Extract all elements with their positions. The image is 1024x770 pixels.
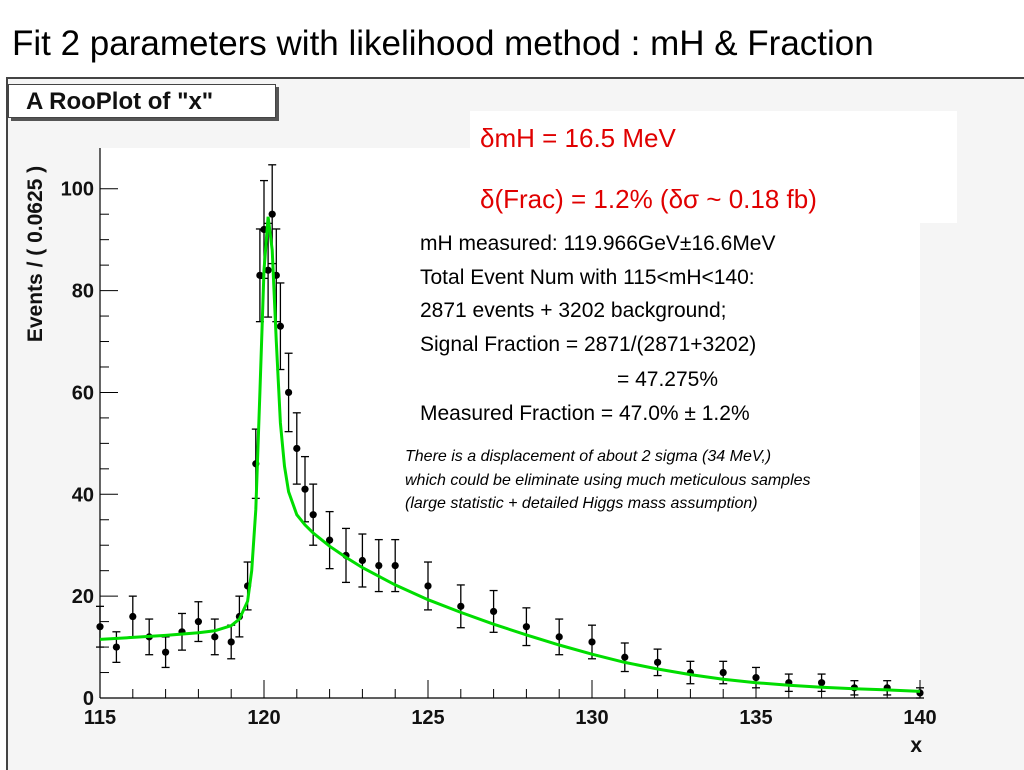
slide-title: Fit 2 parameters with likelihood method … <box>12 24 874 63</box>
info-line-total-events: Total Event Num with 115<mH<140: <box>420 266 755 289</box>
axes: 0 20 40 60 80 100 115 120 125 130 135 140 <box>61 148 937 729</box>
data-point <box>653 648 662 677</box>
data-point <box>424 561 432 611</box>
y-tick-label: 80 <box>72 281 94 303</box>
data-point <box>309 483 318 546</box>
data-marker <box>490 607 498 616</box>
data-marker <box>194 618 202 626</box>
y-tick-label: 40 <box>72 484 94 506</box>
info-line-event-counts: 2871 events + 3202 background; <box>420 299 727 322</box>
data-marker <box>309 511 317 519</box>
x-tick-label: 130 <box>575 707 608 729</box>
data-point <box>752 666 760 689</box>
data-point <box>374 538 383 593</box>
x-tick-label: 125 <box>411 707 444 729</box>
data-marker <box>424 582 432 590</box>
y-tick-label: 20 <box>72 586 94 608</box>
data-point <box>284 352 293 433</box>
data-marker <box>375 561 383 570</box>
data-marker <box>654 658 662 666</box>
data-marker <box>555 633 563 641</box>
data-marker <box>326 536 334 544</box>
x-axis-title: x <box>910 734 922 757</box>
data-point <box>522 607 531 647</box>
data-point <box>268 164 277 265</box>
plot-title: A RooPlot of "x" <box>26 88 214 115</box>
data-marker <box>818 679 826 687</box>
data-marker <box>276 322 284 330</box>
data-marker <box>96 623 104 631</box>
note-line-2: which could be eliminate using much meti… <box>405 472 811 489</box>
x-tick-label: 115 <box>84 707 116 729</box>
y-tick-label: 60 <box>72 382 94 404</box>
info-line-fraction-value: = 47.275% <box>617 368 719 391</box>
data-marker <box>588 638 596 646</box>
data-marker <box>752 674 760 682</box>
mass-resolution-text: δmH = 16.5 MeV <box>480 123 676 153</box>
x-tick-label: 140 <box>903 707 936 729</box>
info-line-signal-fraction: Signal Fraction = 2871/(2871+3202) <box>420 333 757 356</box>
note-line-3: (large statistic + detailed Higgs mass a… <box>405 495 758 512</box>
data-point <box>292 412 301 485</box>
data-point <box>194 601 203 643</box>
data-marker <box>457 602 465 610</box>
x-tick-label: 120 <box>247 707 280 729</box>
data-point <box>620 642 629 673</box>
data-point <box>358 533 367 588</box>
y-tick-label: 100 <box>61 179 94 201</box>
data-marker <box>293 444 301 453</box>
note-line-1: There is a displacement of about 2 sigma… <box>405 448 772 465</box>
data-marker <box>719 668 727 677</box>
data-point <box>96 605 104 648</box>
data-marker <box>112 643 120 651</box>
data-marker <box>227 638 235 646</box>
data-point <box>555 618 564 656</box>
data-point <box>325 510 334 570</box>
plot-area <box>100 148 920 698</box>
data-marker <box>211 633 219 641</box>
fraction-resolution-text: δ(Frac) = 1.2% (δσ ~ 0.18 fb) <box>480 184 817 214</box>
info-line-measured-fraction: Measured Fraction = 47.0% ± 1.2% <box>420 402 750 425</box>
data-marker <box>358 556 366 565</box>
data-marker <box>129 612 137 621</box>
data-marker <box>268 210 276 218</box>
x-tick-label: 135 <box>739 707 772 729</box>
data-marker <box>621 653 629 661</box>
y-tick-label: 0 <box>83 688 94 710</box>
data-point <box>391 538 400 593</box>
data-point <box>456 584 465 629</box>
y-axis-title: Events / ( 0.0625 ) <box>24 166 47 342</box>
data-marker <box>285 388 293 397</box>
data-marker <box>391 561 399 570</box>
data-marker <box>264 266 272 274</box>
data-marker <box>522 623 531 631</box>
data-point <box>210 618 219 656</box>
plot-title-box <box>8 84 276 118</box>
data-point <box>276 282 285 371</box>
data-marker <box>301 485 309 493</box>
highlight-box <box>470 111 957 223</box>
axis-labels: x Events / ( 0.0625 ) <box>24 166 922 757</box>
data-marker <box>256 271 264 279</box>
info-line-mh-measured: mH measured: 119.966GeV±16.6MeV <box>420 232 776 255</box>
data-point <box>112 631 121 664</box>
fit-curve <box>99 216 921 693</box>
data-marker <box>162 648 170 656</box>
